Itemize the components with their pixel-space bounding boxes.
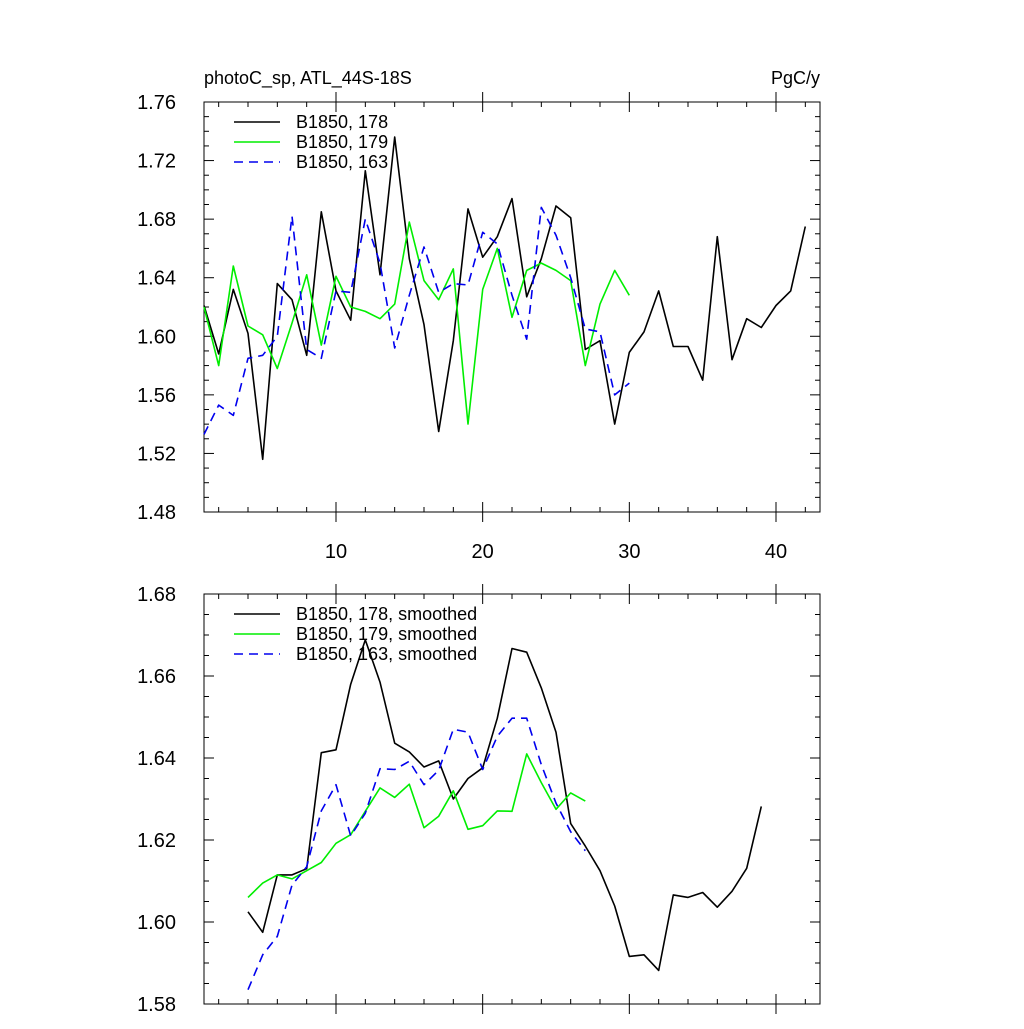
y-tick-label: 1.64 <box>137 748 176 770</box>
x-tick-label: 40 <box>765 541 787 563</box>
y-tick-label: 1.76 <box>137 92 176 114</box>
y-tick-label: 1.52 <box>137 443 176 465</box>
y-tick-label: 1.60 <box>137 912 176 934</box>
y-tick-label: 1.58 <box>137 994 176 1016</box>
legend-label: B1850, 179, smoothed <box>296 624 477 644</box>
series-line-0 <box>203 136 807 461</box>
y-tick-label: 1.48 <box>137 502 176 524</box>
series-line-1 <box>247 753 586 898</box>
y-tick-label: 1.68 <box>137 584 176 606</box>
x-tick-label: 30 <box>618 541 640 563</box>
y-tick-label: 1.66 <box>137 666 176 688</box>
chart-units: PgC/y <box>771 68 820 88</box>
series-line-2 <box>247 717 586 991</box>
y-tick-label: 1.62 <box>137 830 176 852</box>
x-tick-label: 20 <box>472 541 494 563</box>
bottom-panel: 1.58 1.60 1.62 1.64 1.66 1.68 B1850, 178, smoo… <box>137 584 821 1016</box>
y-tick-label: 1.56 <box>137 385 176 407</box>
series-line-0 <box>247 639 763 972</box>
legend-label: B1850, 163, smoothed <box>296 644 477 664</box>
legend-label: B1850, 163 <box>296 152 388 172</box>
x-tick-label: 10 <box>325 541 347 563</box>
y-tick-label: 1.64 <box>137 268 176 290</box>
y-tick-label: 1.72 <box>137 151 176 173</box>
legend-label: B1850, 179 <box>296 132 388 152</box>
legend-label: B1850, 178 <box>296 112 388 132</box>
chart-title: photoC_sp, ATL_44S-18S <box>204 68 412 89</box>
y-tick-label: 1.60 <box>137 326 176 348</box>
y-tick-label: 1.68 <box>137 209 176 231</box>
series-line-1 <box>203 221 630 425</box>
top-panel: photoC_sp, ATL_44S-18S PgC/y 1.48 1.52 1.5… <box>137 68 821 563</box>
legend-label: B1850, 178, smoothed <box>296 604 477 624</box>
